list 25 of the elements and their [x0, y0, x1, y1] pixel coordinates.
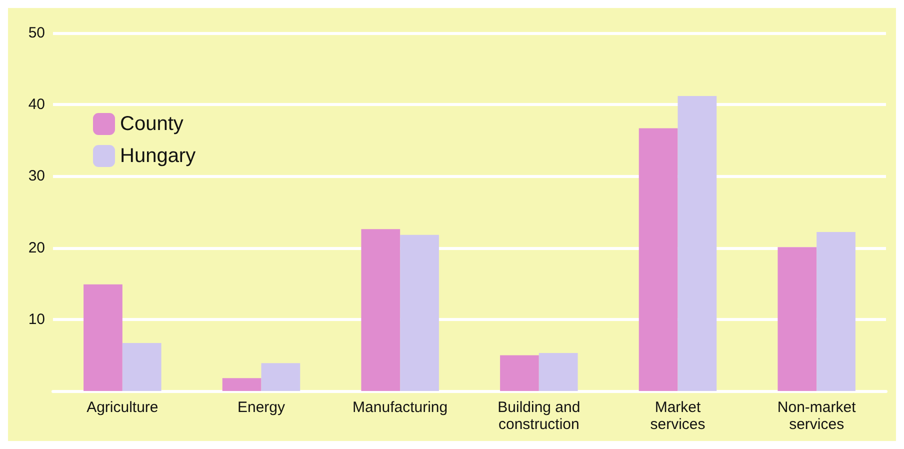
y-tick-label: 50 — [28, 24, 45, 42]
bar — [400, 234, 439, 391]
bar — [122, 343, 162, 391]
bar — [261, 363, 300, 391]
bar — [500, 355, 539, 391]
bar — [222, 378, 262, 391]
x-tick-label: Building and construction — [498, 399, 580, 433]
bar — [84, 284, 122, 391]
y-tick-label: 30 — [28, 168, 45, 185]
bar — [361, 229, 400, 391]
legend-label: County — [120, 113, 184, 135]
bar — [638, 128, 678, 391]
bar — [538, 353, 578, 391]
x-tick-label: Energy — [237, 399, 286, 416]
x-tick-label: Agriculture — [86, 399, 158, 416]
y-tick-label: 20 — [28, 239, 45, 256]
bar — [816, 232, 856, 391]
x-tick-label: Manufacturing — [352, 399, 448, 416]
x-tick-label: Non-market services — [777, 399, 857, 433]
legend-label: Hungary — [120, 145, 196, 167]
x-tick-label: Market services — [650, 399, 706, 433]
y-tick-label: 40 — [28, 96, 45, 114]
bar — [678, 96, 717, 391]
bar — [778, 247, 817, 391]
y-tick-label: 10 — [28, 310, 45, 328]
